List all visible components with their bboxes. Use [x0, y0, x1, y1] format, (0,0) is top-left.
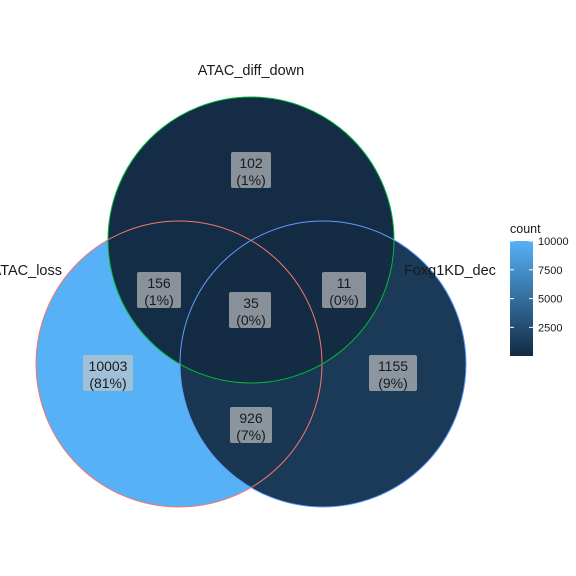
region-label-b-only: 102 (1%) — [231, 152, 271, 188]
region-label-box — [322, 272, 366, 308]
region-percent: (0%) — [236, 312, 266, 328]
region-count: 10003 — [89, 358, 128, 374]
region-label-box — [229, 292, 271, 328]
region-count: 11 — [337, 275, 352, 291]
region-count: 35 — [243, 295, 259, 311]
set-c-outline — [179, 220, 467, 508]
legend-tick-label: 5000 — [538, 294, 562, 306]
region-label-ac: 926 (7%) — [230, 407, 272, 443]
set-label-atac-diff-down: ATAC_diff_down — [198, 63, 304, 79]
region-label-box — [83, 355, 133, 391]
region-label-box — [369, 355, 417, 391]
legend-tick-label: 10000 — [538, 236, 569, 248]
legend-tick-label: 7500 — [538, 265, 562, 277]
legend-title: count — [510, 222, 541, 236]
region-label-ab: 156 (1%) — [137, 272, 181, 308]
region-label-abc: 35 (0%) — [229, 292, 271, 328]
region-label-box — [231, 152, 271, 188]
region-label-c-only: 1155 (9%) — [369, 355, 417, 391]
legend-ticks: 10000 7500 5000 2500 — [510, 236, 569, 334]
region-percent: (81%) — [89, 375, 126, 391]
set-label-foxg1kd-dec: Foxg1KD_dec — [404, 263, 496, 279]
region-label-box — [137, 272, 181, 308]
region-label-bc: 11 (0%) — [322, 272, 366, 308]
region-percent: (1%) — [144, 292, 174, 308]
region-count: 156 — [147, 275, 171, 291]
region-label-a-only: 10003 (81%) — [83, 355, 133, 391]
region-label-box — [230, 407, 272, 443]
region-count: 1155 — [378, 358, 408, 374]
legend-colorbar — [510, 241, 533, 356]
region-count: 926 — [239, 410, 263, 426]
region-percent: (1%) — [236, 172, 266, 188]
region-percent: (7%) — [236, 427, 266, 443]
legend: count 10000 7500 5000 2500 — [510, 222, 569, 356]
region-percent: (0%) — [329, 292, 359, 308]
legend-tick-label: 2500 — [538, 322, 562, 334]
set-label-atac-loss: ATAC_loss — [0, 263, 62, 279]
region-count: 102 — [239, 155, 263, 171]
region-percent: (9%) — [378, 375, 408, 391]
